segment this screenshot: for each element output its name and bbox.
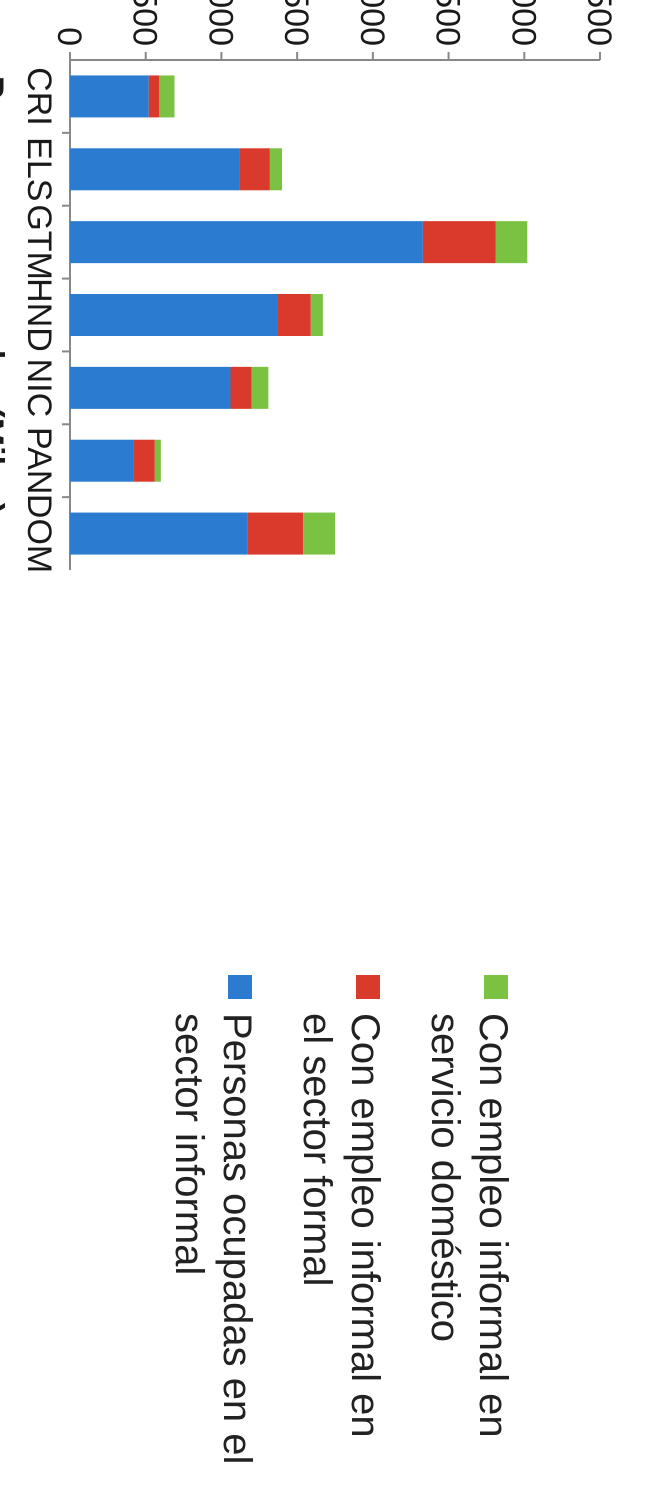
bar-segment: [247, 512, 304, 555]
legend-label-line2: sector informal: [167, 1013, 211, 1275]
x-tick-label: GTM: [20, 204, 58, 280]
bar-segment: [251, 366, 269, 409]
legend-label-line2: servicio doméstico: [423, 1013, 467, 1342]
bar-segment: [69, 439, 134, 482]
x-tick-label: ELS: [20, 137, 58, 201]
axes-group: [62, 52, 601, 570]
y-tick-label: 1.500: [277, 0, 315, 46]
bar-segment: [70, 148, 240, 191]
y-axis-label: Personas ocupadas (Miles): [0, 76, 10, 514]
x-tick-label: PAN: [20, 427, 58, 494]
bar-segment: [303, 512, 335, 555]
y-tick-label: 3.500: [580, 0, 618, 46]
x-tick-label: NIC: [20, 359, 58, 418]
x-tick-label: CRI: [20, 67, 58, 126]
bar-segment: [495, 221, 528, 264]
legend-swatch: [356, 975, 380, 999]
bar-segment: [154, 439, 161, 482]
y-tick-label: 2.000: [353, 0, 391, 46]
x-tick-label: DOM: [20, 494, 58, 573]
bar-segment: [70, 75, 149, 118]
y-tick-label: 500: [126, 0, 164, 46]
bar-segment: [230, 366, 252, 409]
y-tick-label: 2.500: [429, 0, 467, 46]
bar-segment: [269, 148, 282, 191]
bar-segment: [310, 294, 323, 336]
tick-labels-group: 0 500 1.000 1.500 2.000 2.500 3.000 3.500 CRI ELS…: [20, 0, 618, 573]
y-tick-label: 1.000: [201, 0, 239, 46]
bars-group: [69, 75, 528, 555]
legend-swatch: [484, 975, 508, 999]
legend-label-line1: Personas ocupadas en el: [215, 1013, 259, 1464]
bar-segment: [148, 75, 160, 118]
bar-segment: [70, 366, 231, 409]
legend-swatch: [228, 975, 252, 999]
y-tick-label: 3.000: [504, 0, 542, 46]
bar-segment: [159, 75, 175, 118]
bar-segment: [422, 221, 496, 264]
bar-segment: [239, 148, 270, 191]
bar-segment: [277, 294, 311, 336]
legend-label-line2: el sector formal: [295, 1013, 339, 1286]
bar-segment: [70, 294, 278, 336]
x-tick-label: HND: [20, 278, 58, 352]
legend-label-line1: Con empleo informal en: [471, 1013, 515, 1438]
bar-segment: [69, 512, 248, 555]
bar-segment: [69, 221, 423, 264]
legend-label-line1: Con empleo informal en: [343, 1013, 387, 1438]
y-tick-label: 0: [50, 27, 88, 46]
bar-segment: [133, 439, 155, 482]
